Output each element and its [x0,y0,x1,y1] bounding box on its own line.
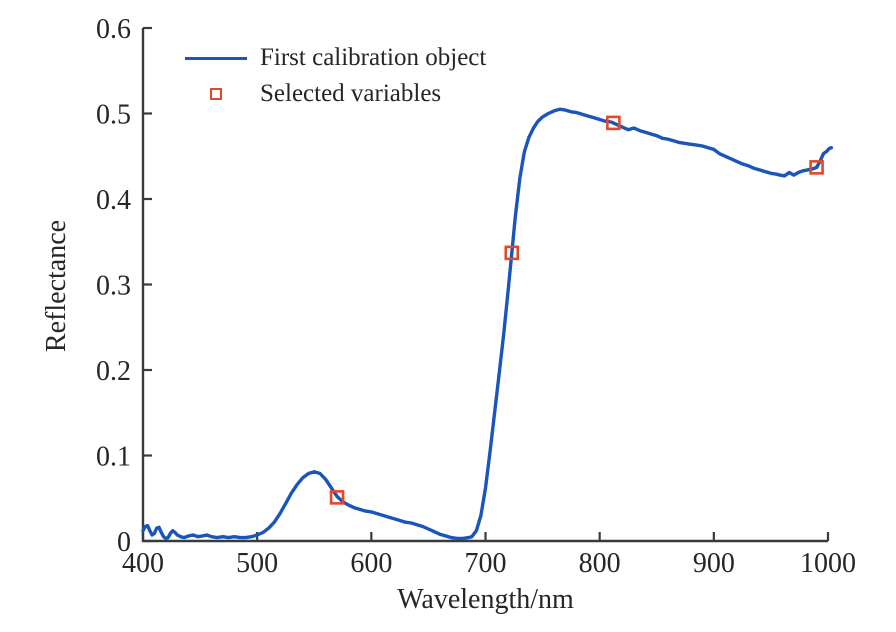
x-tick-label: 700 [465,548,507,579]
open-square-marker-icon [210,88,222,100]
selected-variable-marker [809,160,824,175]
x-tick-label: 900 [693,548,735,579]
y-tick-label: 0.3 [96,271,131,302]
selected-variable-marker [329,490,345,505]
x-tick-label: 500 [236,548,278,579]
y-tick-label: 0.5 [96,100,131,131]
legend-label-scatter: Selected variables [260,80,442,107]
legend: First calibration object Selected variab… [185,40,486,112]
y-tick-label: 0.2 [96,356,131,387]
y-axis-title: Reflectance [41,219,72,353]
y-tick-label: 0.1 [96,442,131,473]
y-tick-label: 0.6 [96,14,131,45]
x-tick-label: 400 [122,548,164,579]
line-swatch-icon [185,56,247,60]
legend-item-selected-variables: Selected variables [185,76,486,112]
legend-label-line: First calibration object [260,44,487,71]
x-axis-title: Wavelength/nm [397,584,574,615]
x-tick-label: 600 [350,548,392,579]
legend-swatch-cell [185,56,247,60]
selected-variable-marker [606,115,621,131]
x-tick-label: 1000 [800,548,856,579]
selected-variable-marker [504,245,520,261]
legend-swatch-cell [185,88,247,100]
spectral-reflectance-curve [141,107,834,541]
y-tick-label: 0.4 [96,185,131,216]
x-tick-label: 800 [579,548,621,579]
y-tick-label: 0 [117,527,131,558]
legend-item-first-calibration-object: First calibration object [185,40,486,76]
